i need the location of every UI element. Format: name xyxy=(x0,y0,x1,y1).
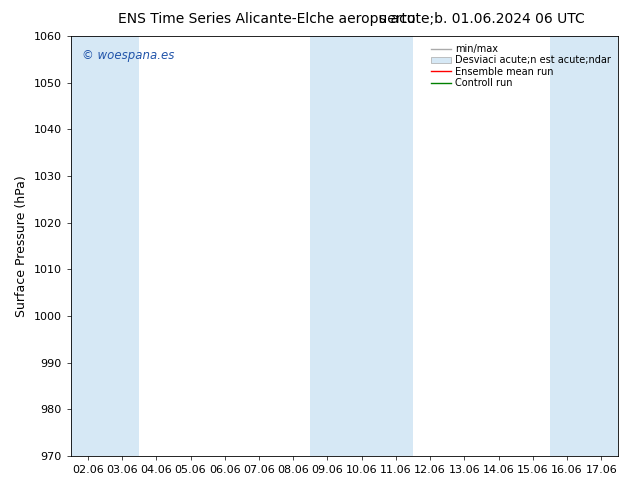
Text: © woespana.es: © woespana.es xyxy=(82,49,174,62)
Bar xyxy=(345,36,379,456)
Text: ENS Time Series Alicante-Elche aeropuerto: ENS Time Series Alicante-Elche aeropuert… xyxy=(117,12,415,26)
Bar xyxy=(105,36,139,456)
Bar xyxy=(379,36,413,456)
Y-axis label: Surface Pressure (hPa): Surface Pressure (hPa) xyxy=(15,175,28,317)
Bar xyxy=(550,36,585,456)
Bar xyxy=(71,36,105,456)
Bar xyxy=(311,36,345,456)
Text: s acute;b. 01.06.2024 06 UTC: s acute;b. 01.06.2024 06 UTC xyxy=(379,12,585,26)
Legend: min/max, Desviaci acute;n est acute;ndar, Ensemble mean run, Controll run: min/max, Desviaci acute;n est acute;ndar… xyxy=(429,41,614,91)
Bar xyxy=(585,36,619,456)
